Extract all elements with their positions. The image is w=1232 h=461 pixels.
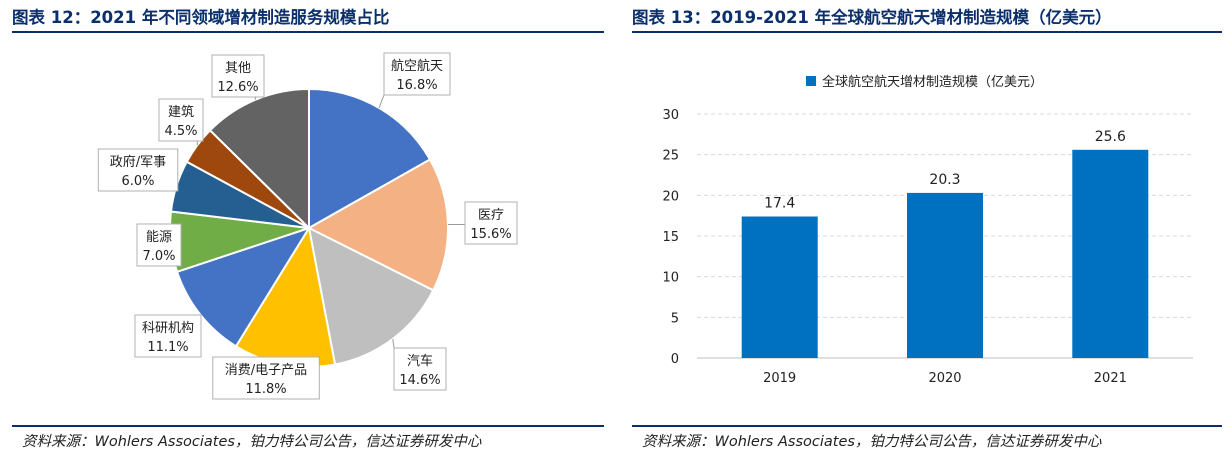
x-tick-label: 2020	[928, 371, 961, 386]
pie-label-percent: 11.8%	[245, 382, 286, 397]
pie-slice-1	[308, 87, 432, 230]
bar-2019	[741, 216, 818, 358]
pie-slice-9	[208, 87, 310, 231]
pie-label-percent: 14.6%	[399, 373, 440, 388]
pie-label-box	[383, 52, 451, 96]
pie-label-percent: 7.0%	[142, 249, 175, 264]
pie-chart-title: 图表 12：2021 年不同领域增材制造服务规模占比	[12, 8, 390, 27]
title-rule	[632, 31, 1222, 33]
pie-label-name: 其他	[225, 61, 251, 76]
legend-label: 全球航空航天增材制造规模（亿美元）	[822, 74, 1043, 90]
bar-data-label: 20.3	[929, 172, 960, 188]
x-tick-label: 2019	[763, 371, 796, 386]
pie-label-name: 医疗	[478, 208, 504, 223]
y-tick-label: 25	[662, 149, 679, 164]
pie-label-name: 汽车	[407, 353, 433, 369]
bar-chart-panel: 图表 13：2019-2021 年全球航空航天增材制造规模（亿美元） 全球航空航…	[632, 0, 1222, 461]
bar-chart-title: 图表 13：2019-2021 年全球航空航天增材制造规模（亿美元）	[632, 8, 1112, 27]
bar-data-label: 25.6	[1095, 129, 1126, 145]
pie-label-box	[97, 148, 179, 192]
x-tick-label: 2021	[1094, 371, 1127, 386]
pie-leader-line	[392, 338, 395, 349]
pie-label-name: 消费/电子产品	[225, 363, 307, 378]
pie-label-name: 航空航天	[391, 58, 443, 74]
y-tick-label: 15	[662, 230, 679, 245]
bar-chart: 全球航空航天增材制造规模（亿美元） 0 5 10 15 20 25 30 2019 2020 2…	[662, 74, 1193, 386]
y-tick-label: 10	[662, 271, 679, 286]
pie-slice-2	[306, 158, 449, 292]
pie-label-box	[134, 314, 202, 358]
pie-label-box	[393, 347, 447, 391]
pie-label-name: 建筑	[168, 104, 194, 120]
title-rule	[12, 31, 604, 33]
y-tick-label: 0	[671, 352, 679, 367]
pie-label-name: 科研机构	[142, 321, 194, 336]
pie-label-percent: 11.1%	[147, 340, 188, 355]
pie-label-percent: 12.6%	[217, 80, 258, 95]
legend-swatch	[806, 76, 816, 86]
pie-label-box	[211, 54, 265, 98]
pie-chart: 航空航天 16.8% 医疗 15.6% 汽车 14.6% 消费/电子产品 11.8% 科研机构 1…	[97, 52, 518, 400]
y-tick-label: 30	[662, 108, 679, 123]
pie-source-note: 资料来源：Wohlers Associates，铂力特公司公告，信达证券研发中心	[22, 434, 482, 450]
pie-label-name: 政府/军事	[110, 155, 166, 170]
y-tick-label: 20	[662, 189, 679, 204]
bar-source-note: 资料来源：Wohlers Associates，铂力特公司公告，信达证券研发中心	[642, 434, 1102, 450]
bar-data-label: 17.4	[764, 195, 795, 211]
pie-label-box	[212, 356, 320, 400]
pie-label-percent: 6.0%	[121, 174, 154, 189]
pie-label-percent: 4.5%	[164, 124, 197, 139]
pie-label-percent: 16.8%	[396, 78, 437, 93]
source-rule	[12, 425, 604, 427]
y-tick-label: 5	[671, 311, 679, 326]
pie-label-box	[464, 201, 518, 245]
bar-2021	[1072, 149, 1149, 358]
pie-slice-3	[307, 226, 435, 366]
pie-label-name: 能源	[146, 230, 172, 245]
pie-chart-panel: 图表 12：2021 年不同领域增材制造服务规模占比 航空航天 16.8% 医疗 15…	[12, 0, 604, 461]
bar-2020	[907, 192, 983, 358]
pie-label-percent: 15.6%	[470, 227, 511, 242]
source-rule	[632, 425, 1222, 427]
pie-leader-line	[378, 94, 385, 109]
pie-label-box	[158, 98, 204, 142]
pie-label-box	[136, 223, 182, 267]
